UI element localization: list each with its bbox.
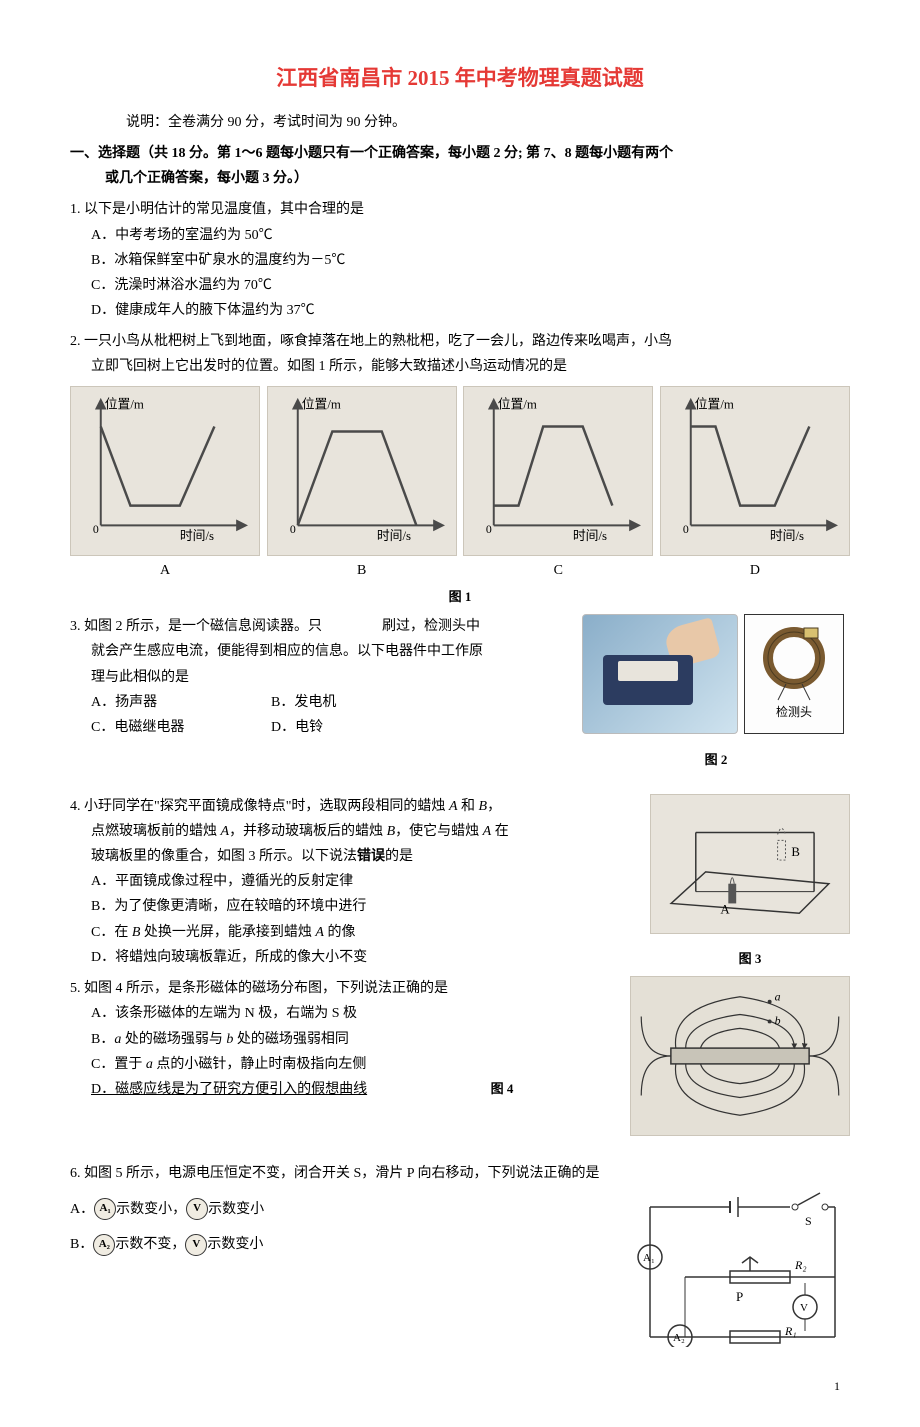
svg-text:时间/s: 时间/s — [573, 529, 607, 543]
figure-4-caption: 图 4 — [371, 1081, 514, 1096]
figure-2-coil: 检测头 — [744, 614, 844, 734]
figure-5-svg: S A₁ A₂ R₁ R₂ P V — [630, 1187, 850, 1347]
svg-text:位置/m: 位置/m — [695, 397, 734, 411]
q2-graph-c: 0 位置/m 时间/s — [463, 386, 653, 556]
svg-text:时间/s: 时间/s — [376, 529, 410, 543]
svg-text:P: P — [736, 1289, 743, 1304]
svg-text:R₂: R₂ — [794, 1258, 807, 1272]
q1-stem: 1. 以下是小明估计的常见温度值，其中合理的是 — [70, 197, 850, 222]
q2-graph-a-wrap: 0 位置/m 时间/s A — [70, 386, 260, 583]
q2-label-d: D — [660, 558, 850, 583]
q3-option-c: C．电磁继电器 — [91, 715, 271, 740]
question-6: 6. 如图 5 所示，电源电压恒定不变，闭合开关 S，滑片 P 向右移动，下列说… — [70, 1161, 850, 1355]
question-5: a b 5. 如图 4 所示，是条形磁体的磁场分布图，下列说法正确的是 A．该条… — [70, 976, 850, 1145]
svg-text:0: 0 — [290, 522, 296, 536]
q2-graph-c-wrap: 0 位置/m 时间/s C — [463, 386, 653, 583]
section-1-heading: 一、选择题（共 18 分。第 1～6 题每小题只有一个正确答案，每小题 2 分;… — [70, 141, 850, 191]
q1-option-d: D．健康成年人的腋下体温约为 37℃ — [91, 298, 850, 323]
page-title: 江西省南昌市 2015 年中考物理真题试题 — [70, 60, 850, 98]
q2-graph-d-svg: 0 位置/m 时间/s — [661, 387, 849, 555]
figure-3-caption: 图 3 — [650, 947, 850, 970]
figure-5: S A₁ A₂ R₁ R₂ P V — [630, 1187, 850, 1356]
coil-label: 检测头 — [776, 702, 812, 724]
q1-options: A．中考考场的室温约为 50℃ B．冰箱保鲜室中矿泉水的温度约为－5℃ C．洗澡… — [70, 223, 850, 324]
figure-4-svg: a b — [630, 976, 850, 1136]
q2-graph-d-wrap: 0 位置/m 时间/s D — [660, 386, 850, 583]
q2-graph-d: 0 位置/m 时间/s — [660, 386, 850, 556]
q3-option-d: D．电铃 — [271, 715, 451, 740]
question-3: 检测头 图 2 3. 如图 2 所示，是一个磁信息阅读器。只 刷过，检测头中 就… — [70, 614, 850, 771]
svg-text:S: S — [805, 1214, 812, 1228]
voltmeter-icon: V — [185, 1234, 207, 1256]
q2-graph-a-svg: 0 位置/m 时间/s — [71, 387, 259, 555]
svg-text:V: V — [800, 1302, 808, 1314]
q2-graph-c-svg: 0 位置/m 时间/s — [464, 387, 652, 555]
q2-graph-a: 0 位置/m 时间/s — [70, 386, 260, 556]
coil-icon — [754, 624, 834, 702]
q3-option-b: B．发电机 — [271, 690, 451, 715]
svg-text:0: 0 — [486, 522, 492, 536]
figure-1-label: 图 1 — [70, 585, 850, 608]
q1-option-a: A．中考考场的室温约为 50℃ — [91, 223, 850, 248]
q3-option-a: A．扬声器 — [91, 690, 271, 715]
svg-text:R₁: R₁ — [784, 1324, 797, 1338]
figure-2-photo — [582, 614, 738, 734]
ammeter-a1-icon: A₁ — [94, 1198, 116, 1220]
q2-graph-b: 0 位置/m 时间/s — [267, 386, 457, 556]
question-2: 2. 一只小鸟从枇杷树上飞到地面，啄食掉落在地上的熟枇杷，吃了一会儿，路边传来吆… — [70, 329, 850, 608]
question-4: A B 图 3 4. 小玗同学在"探究平面镜成像特点"时，选取两段相同的蜡烛 A… — [70, 794, 850, 971]
q2-graph-b-svg: 0 位置/m 时间/s — [268, 387, 456, 555]
svg-text:0: 0 — [683, 522, 689, 536]
q2-stem-line2: 立即飞回树上它出发时的位置。如图 1 所示，能够大致描述小鸟运动情况的是 — [70, 354, 850, 379]
svg-text:位置/m: 位置/m — [498, 397, 537, 411]
q2-label-c: C — [463, 558, 653, 583]
voltmeter-icon: V — [186, 1198, 208, 1220]
svg-text:A₂: A₂ — [673, 1332, 685, 1344]
q2-stem-line1: 2. 一只小鸟从枇杷树上飞到地面，啄食掉落在地上的熟枇杷，吃了一会儿，路边传来吆… — [70, 329, 850, 354]
svg-text:b: b — [775, 1014, 781, 1028]
q3-options: A．扬声器 B．发电机 C．电磁继电器 D．电铃 — [91, 690, 572, 740]
question-1: 1. 以下是小明估计的常见温度值，其中合理的是 A．中考考场的室温约为 50℃ … — [70, 197, 850, 323]
figure-2-caption: 图 2 — [582, 748, 850, 771]
svg-text:位置/m: 位置/m — [105, 397, 144, 411]
figure-3: A B 图 3 — [650, 794, 850, 971]
q2-label-a: A — [70, 558, 260, 583]
card-reader-icon — [603, 655, 693, 705]
section-1-line1: 一、选择题（共 18 分。第 1～6 题每小题只有一个正确答案，每小题 2 分;… — [70, 146, 673, 161]
svg-text:B: B — [791, 845, 800, 859]
figure-3-svg: A B — [650, 794, 850, 934]
svg-text:时间/s: 时间/s — [770, 529, 804, 543]
figure-2: 检测头 图 2 — [582, 614, 850, 771]
watermark-gap — [322, 619, 382, 634]
exam-instruction: 说明：全卷满分 90 分，考试时间为 90 分钟。 — [70, 110, 850, 135]
svg-text:位置/m: 位置/m — [301, 397, 340, 411]
svg-text:A: A — [720, 902, 730, 916]
page-number: 1 — [70, 1376, 850, 1398]
figure-4: a b — [630, 976, 850, 1145]
q2-graph-b-wrap: 0 位置/m 时间/s B — [267, 386, 457, 583]
q6-stem: 6. 如图 5 所示，电源电压恒定不变，闭合开关 S，滑片 P 向右移动，下列说… — [70, 1161, 850, 1186]
section-1-line2: 或几个正确答案，每小题 3 分。） — [70, 166, 850, 191]
svg-text:时间/s: 时间/s — [180, 529, 214, 543]
q2-label-b: B — [267, 558, 457, 583]
svg-text:a: a — [775, 990, 781, 1004]
svg-text:A₁: A₁ — [643, 1252, 655, 1264]
q1-option-c: C．洗澡时淋浴水温约为 70℃ — [91, 273, 850, 298]
q2-graphs-row: 0 位置/m 时间/s A 0 位置/m 时间/s — [70, 386, 850, 583]
ammeter-a2-icon: A₂ — [93, 1234, 115, 1256]
svg-text:0: 0 — [93, 522, 99, 536]
q1-option-b: B．冰箱保鲜室中矿泉水的温度约为－5℃ — [91, 248, 850, 273]
